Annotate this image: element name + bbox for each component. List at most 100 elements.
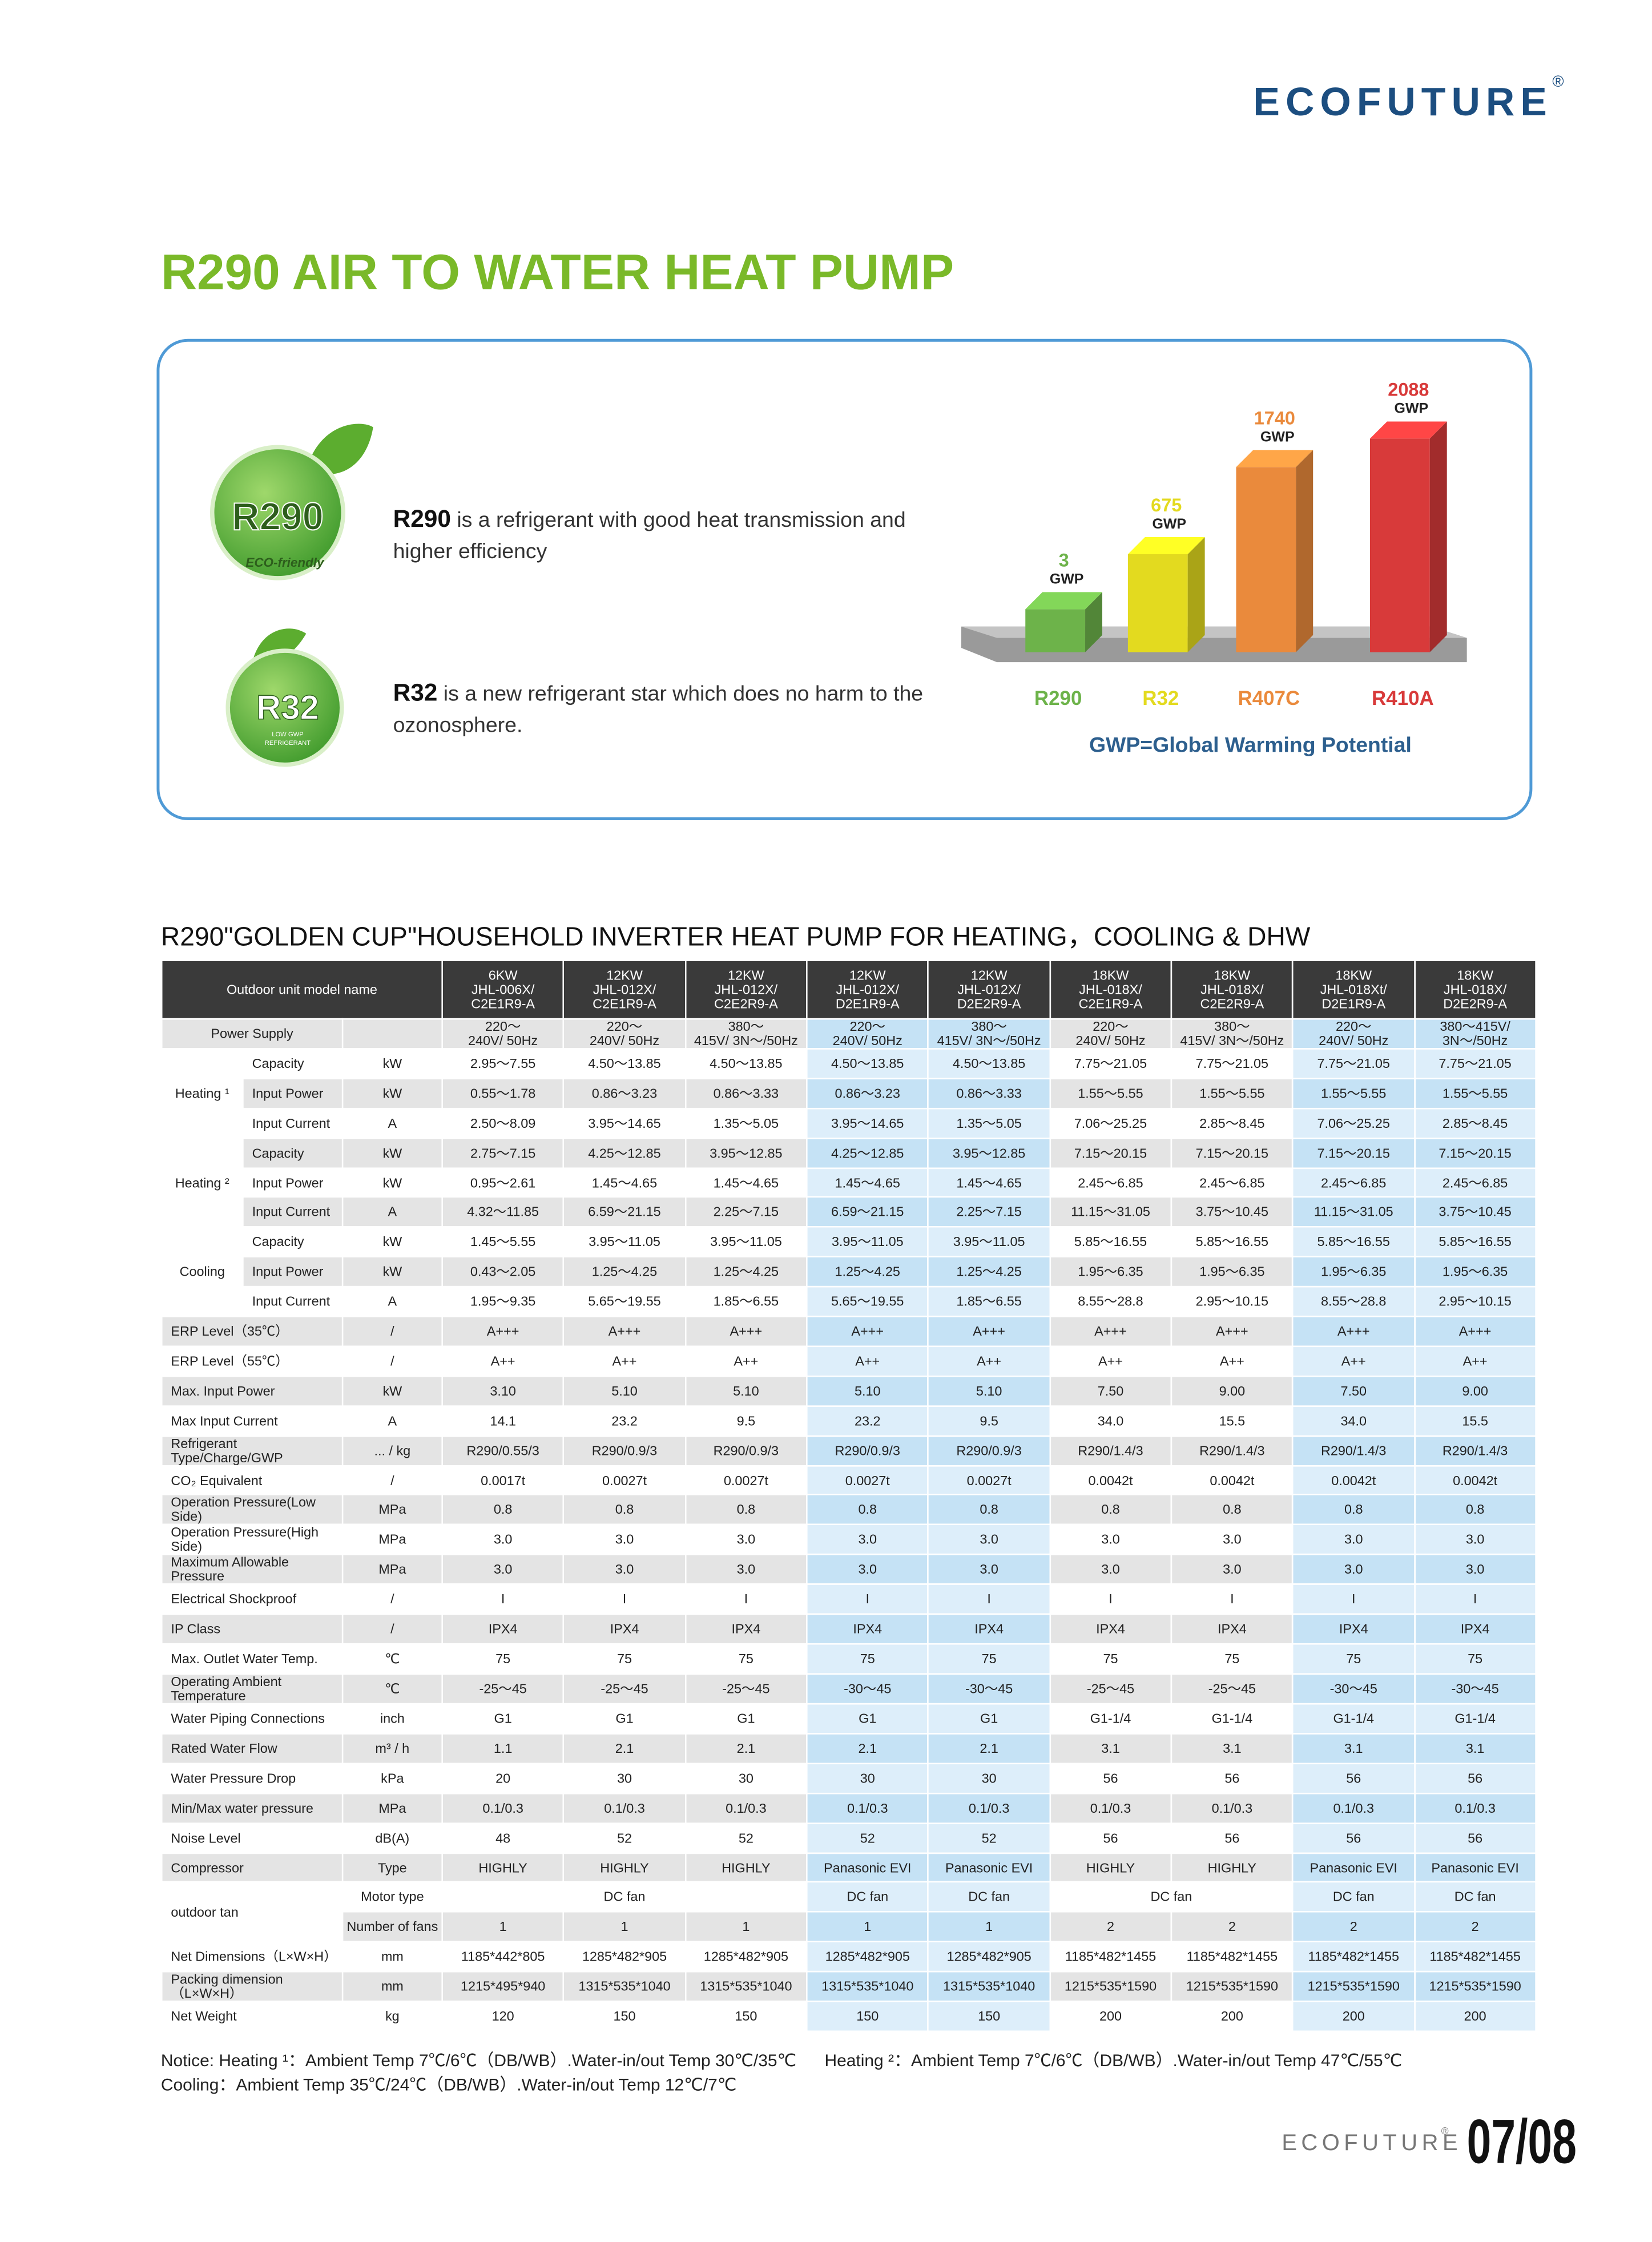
table-row: Refrigerant Type/Charge/GWP... / kg R290/… — [160, 1434, 1537, 1466]
value-cell: 2.95～7.55 — [441, 1048, 565, 1079]
model-line: D2E1R9-A — [1321, 995, 1386, 1011]
table-row: Input Current A 1.95～9.35 5.65～19.55 1.85～6.… — [162, 1286, 1537, 1317]
model-line: D2E2R9-A — [957, 995, 1021, 1011]
value-cell: R290/1.4/3 — [1170, 1434, 1294, 1466]
value-cell: 2.1 — [563, 1733, 686, 1764]
row-label: Operation Pressure(High Side) — [160, 1524, 344, 1556]
value-cell: 14.1 — [441, 1405, 565, 1437]
value-cell: 9.5 — [927, 1405, 1051, 1437]
model-line: JHL-018X/ — [1079, 981, 1142, 997]
value-cell: 30 — [806, 1763, 929, 1794]
unit-cell: / — [341, 1614, 443, 1646]
model-line: JHL-012X/ — [957, 981, 1021, 997]
value-cell: 1 — [927, 1911, 1051, 1943]
table-row: Input Power kW 0.43～2.05 1.25～4.25 1.25～4.25… — [162, 1256, 1537, 1288]
value-cell: 1 — [563, 1911, 686, 1943]
table-row: ERP Level（35℃） / A+++ A+++ A+++ A+++ A+++ A+++ A… — [160, 1316, 1537, 1347]
gwp-value: 2088 — [1388, 380, 1429, 400]
value-cell: 3.1 — [1292, 1733, 1415, 1764]
value-cell: 220～ 240V/ 50Hz — [441, 1018, 565, 1050]
value-cell: 0.0042t — [1170, 1465, 1294, 1496]
header-cell: Outdoor unit model name — [160, 959, 443, 1020]
gwp-name: R32 — [1142, 687, 1179, 709]
value-cell: 1185*482*1455 — [1170, 1941, 1294, 1973]
model-line: 12KW — [970, 966, 1008, 983]
row-label: Capacity — [242, 1048, 344, 1079]
gwp-bar — [1127, 554, 1188, 652]
value-cell: IPX4 — [806, 1614, 929, 1646]
value-cell: 3.0 — [1292, 1554, 1415, 1586]
value-cell: 3.0 — [927, 1554, 1051, 1586]
brand-logo: ECOFUTURE — [1253, 79, 1553, 124]
unit-cell: A — [341, 1286, 443, 1317]
value-cell: G1-1/4 — [1049, 1703, 1172, 1735]
table-row: Input Current A 2.50～8.09 3.95～14.65 1.35～5.… — [162, 1107, 1537, 1139]
table-row: Input Current A 4.32～11.85 6.59～21.15 2.25～7… — [162, 1196, 1537, 1228]
unit-cell: kW — [341, 1375, 443, 1407]
value-cell: 30 — [684, 1763, 808, 1794]
value-cell: Panasonic EVI — [1292, 1852, 1415, 1884]
gwp-bar — [1025, 609, 1086, 652]
value-cell: DC fan — [1049, 1881, 1294, 1913]
unit-cell: / — [341, 1345, 443, 1377]
value-cell: A++ — [1049, 1345, 1172, 1377]
value-cell: 7.50 — [1292, 1375, 1415, 1407]
value-cell: IPX4 — [1292, 1614, 1415, 1646]
model-line: JHL-006X/ — [471, 981, 535, 997]
table-row: Maximum Allowable Pressure MPa 3.0 3.0 3.0 3.… — [160, 1554, 1537, 1586]
spec-table: Outdoor unit model name 6KW JHL-006X/C2E1R… — [160, 959, 1537, 2033]
row-label: Input Power — [242, 1256, 344, 1288]
table-row: Max Input Current A 14.1 23.2 9.5 23.2 9.5 34.0… — [160, 1405, 1537, 1437]
value-cell: 75 — [684, 1643, 808, 1675]
value-cell: A++ — [1170, 1345, 1294, 1377]
table-head: Outdoor unit model name 6KW JHL-006X/C2E1R… — [160, 959, 1537, 1020]
footer-brand: ECOFUTURE — [1282, 2131, 1462, 2156]
value-cell: A+++ — [927, 1316, 1051, 1347]
value-cell: 1.25～4.25 — [806, 1256, 929, 1288]
value-cell: 3.10 — [441, 1375, 565, 1407]
table-row: Operation Pressure(Low Side) MPa 0.8 0.8 0.8… — [160, 1494, 1537, 1526]
value-cell: 3.0 — [1170, 1524, 1294, 1556]
model-cell: 6KW JHL-006X/C2E1R9-A — [441, 959, 565, 1020]
table-row: Power Supply 220～ 240V/ 50Hz 220～ 240V/ 50… — [160, 1018, 1537, 1050]
value-cell: Panasonic EVI — [806, 1852, 929, 1884]
row-label: Water Piping Connections — [160, 1703, 344, 1735]
value-cell: 1 — [441, 1911, 565, 1943]
value-cell: 0.0042t — [1292, 1465, 1415, 1496]
value-cell: 7.75～21.05 — [1292, 1048, 1415, 1079]
value-cell: 0.0017t — [441, 1465, 565, 1496]
value-cell: 2.85～8.45 — [1170, 1107, 1294, 1139]
value-cell: 0.8 — [1413, 1494, 1537, 1526]
value-cell: 3.0 — [684, 1524, 808, 1556]
value-cell: 4.32～11.85 — [441, 1196, 565, 1228]
value-cell: 380～415V/ 3N～/50Hz — [1413, 1018, 1537, 1050]
value-cell: 6.59～21.15 — [563, 1196, 686, 1228]
value-cell: 1315*535*1040 — [563, 1971, 686, 2003]
value-cell: 3.0 — [806, 1554, 929, 1586]
table-row: Number of fans 1 1 1 1 1 2 2 2 2 — [162, 1911, 1537, 1943]
row-label: Operation Pressure(Low Side) — [160, 1494, 344, 1526]
value-cell: 0.1/0.3 — [806, 1792, 929, 1824]
value-cell: 3.95～14.65 — [806, 1107, 929, 1139]
unit-cell: dB(A) — [341, 1822, 443, 1854]
notice: Notice: Heating ¹：Ambient Temp 7℃/6℃（DB/… — [160, 2050, 797, 2071]
value-cell: 1215*535*1590 — [1292, 1971, 1415, 2003]
value-cell: HIGHLY — [1049, 1852, 1172, 1884]
value-cell: 3.0 — [684, 1554, 808, 1586]
value-cell: 8.55～28.8 — [1049, 1286, 1172, 1317]
unit-cell: kW — [341, 1048, 443, 1079]
page-title: R290 AIR TO WATER HEAT PUMP — [160, 245, 954, 301]
value-cell: Panasonic EVI — [927, 1852, 1051, 1884]
group-cell: Heating ¹ — [160, 1048, 244, 1139]
model-line: C2E1R9-A — [1078, 995, 1143, 1011]
value-cell: 2.1 — [806, 1733, 929, 1764]
value-cell: 75 — [806, 1643, 929, 1675]
value-cell: A+++ — [684, 1316, 808, 1347]
gwp-unit: GWP — [1050, 571, 1084, 587]
model-cell: 12KW JHL-012X/C2E1R9-A — [563, 959, 686, 1020]
model-cell: 12KW JHL-012X/D2E1R9-A — [806, 959, 929, 1020]
value-cell: 1.45～4.65 — [684, 1167, 808, 1199]
value-cell: R290/0.55/3 — [441, 1434, 565, 1466]
value-cell: 2.45～6.85 — [1170, 1167, 1294, 1199]
value-cell: -30～45 — [1413, 1673, 1537, 1705]
